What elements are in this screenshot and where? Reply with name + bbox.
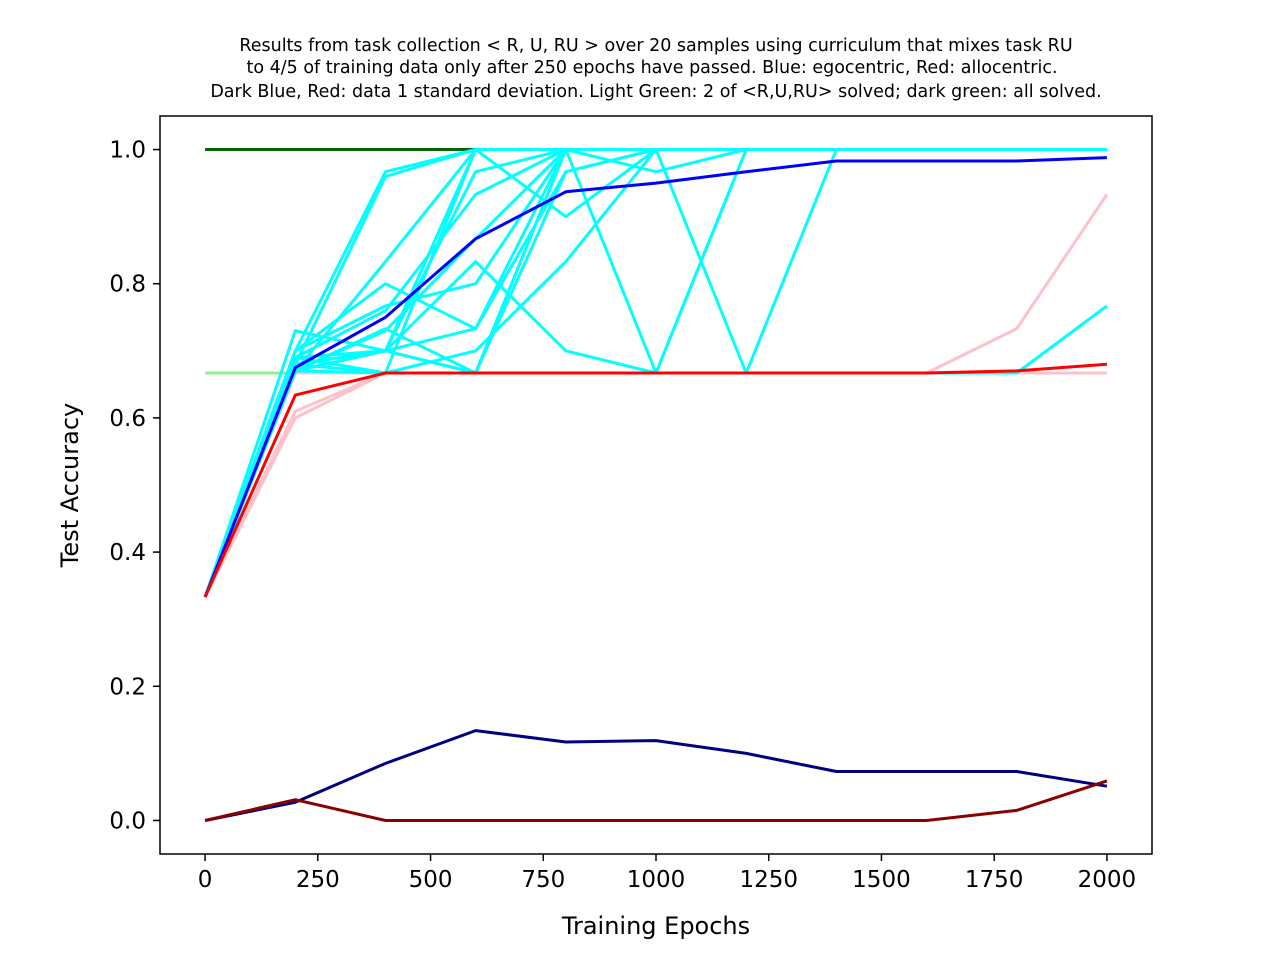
x-tick-label: 1750 <box>965 867 1024 893</box>
x-tick-label: 750 <box>521 867 565 893</box>
egocentric-mean-line <box>203 156 1107 598</box>
x-tick-label: 250 <box>296 867 340 893</box>
y-tick-label: 1.0 <box>109 138 146 164</box>
y-tick-label: 0.0 <box>109 808 146 834</box>
y-axis: 0.0 0.2 0.4 0.6 0.8 1.0 <box>109 138 160 834</box>
title-line-1: Results from task collection < R, U, RU … <box>239 36 1072 56</box>
y-tick-label: 0.4 <box>109 540 146 566</box>
chart-title: Results from task collection < R, U, RU … <box>210 36 1101 102</box>
egocentric-std-line <box>204 729 1108 822</box>
y-tick-label: 0.2 <box>109 674 146 700</box>
x-tick-label: 1500 <box>852 867 911 893</box>
x-axis-label: Training Epochs <box>561 912 750 940</box>
x-tick-label: 0 <box>198 867 213 893</box>
y-tick-label: 0.6 <box>109 406 146 432</box>
title-line-3: Dark Blue, Red: data 1 standard deviatio… <box>210 82 1101 102</box>
allocentric-mean-line <box>203 362 1108 598</box>
x-tick-label: 1250 <box>739 867 798 893</box>
egocentric-sample-line-16 <box>203 148 1107 598</box>
x-tick-label: 1000 <box>627 867 686 893</box>
title-line-2: to 4/5 of training data only after 250 e… <box>246 58 1057 78</box>
allocentric-std-line <box>204 779 1108 822</box>
y-axis-label: Test Accuracy <box>56 403 84 568</box>
x-tick-label: 2000 <box>1078 867 1137 893</box>
y-tick-label: 0.8 <box>109 272 146 298</box>
x-tick-label: 500 <box>409 867 453 893</box>
plot-area <box>160 116 1152 854</box>
summary-lines <box>203 156 1108 822</box>
x-axis: 0 250 500 750 1000 1250 1500 1750 2000 <box>198 854 1136 893</box>
